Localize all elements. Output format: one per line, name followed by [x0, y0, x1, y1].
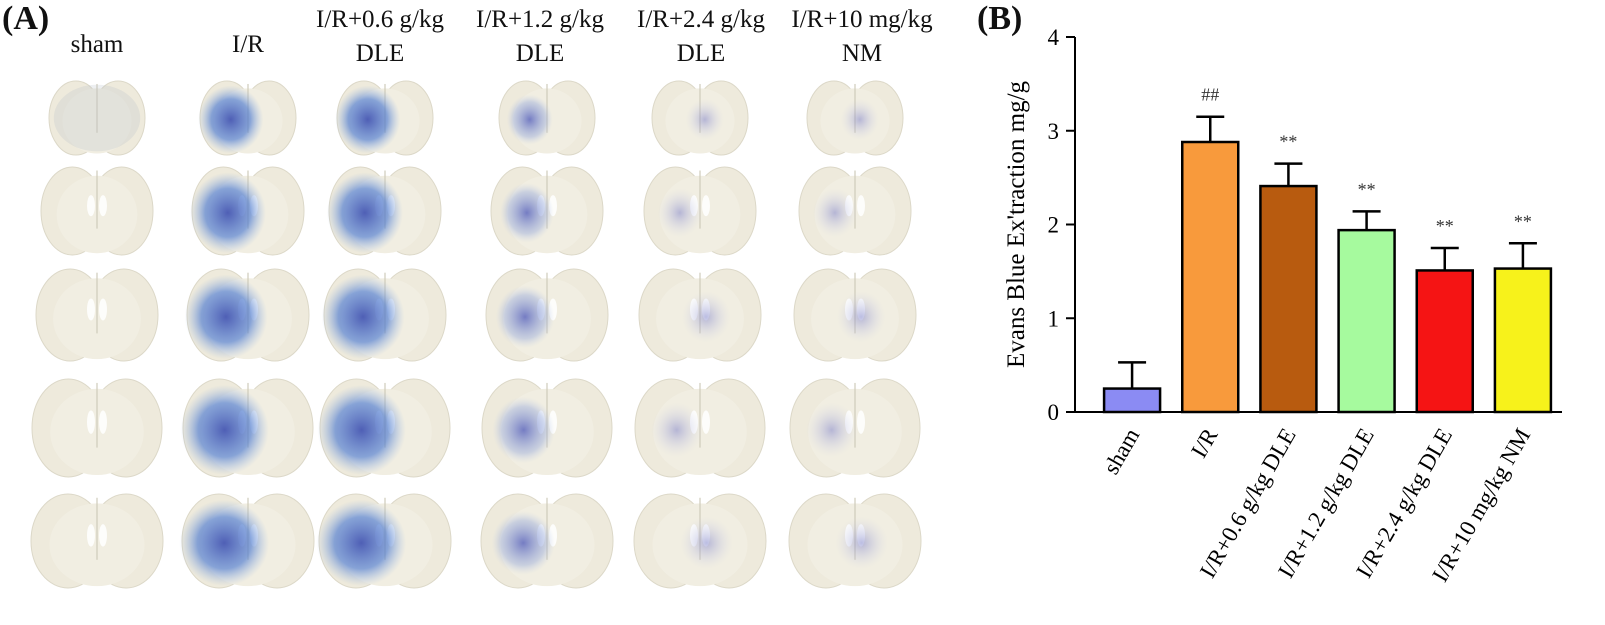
- brain-slice: [788, 493, 922, 589]
- y-tick-label: 1: [1048, 306, 1060, 331]
- brain-slice: [184, 268, 310, 362]
- column-header-sham: sham: [22, 28, 172, 62]
- column-header-line: sham: [70, 31, 124, 58]
- brain-slice: [789, 378, 921, 478]
- bar: [1415, 269, 1474, 414]
- brain-slice: [490, 166, 604, 256]
- column-header-line: I/R+1.2 g/kg: [476, 6, 604, 33]
- significance-marker: **: [1279, 132, 1297, 152]
- brain-slice: [651, 80, 749, 156]
- brain-slice: [498, 80, 596, 156]
- brain-slice: [321, 268, 447, 362]
- x-tick-label: sham: [1098, 424, 1144, 479]
- brain-slice: [317, 378, 451, 478]
- y-tick-label: 0: [1048, 400, 1060, 425]
- column-header-line: NM: [841, 40, 883, 67]
- y-axis-title: Evans Blue Ex'traction mg/g: [1003, 80, 1030, 368]
- y-tick-label: 2: [1048, 213, 1060, 238]
- brain-slice-grid: [30, 80, 922, 589]
- brain-slice: [806, 80, 904, 156]
- significance-marker: ##: [1201, 85, 1219, 105]
- column-header-ir-12-dle: I/R+1.2 g/kg DLE: [465, 3, 615, 71]
- brain-slice: [798, 166, 912, 256]
- column-header-ir-10-nm: I/R+10 mg/kg NM: [787, 3, 937, 71]
- column-header-line: I/R+0.6 g/kg: [316, 6, 444, 33]
- column-header-ir: I/R: [173, 28, 323, 62]
- brain-slice: [335, 80, 434, 156]
- y-tick-label: 4: [1048, 25, 1060, 50]
- brain-slice: [35, 268, 159, 362]
- column-header-line: DLE: [515, 40, 565, 67]
- brain-slice: [326, 166, 442, 256]
- column-header-ir-06-dle: I/R+0.6 g/kg DLE: [305, 3, 455, 71]
- column-header-line: I/R+10 mg/kg: [791, 6, 933, 33]
- column-header-line: DLE: [355, 40, 405, 67]
- brain-slice: [180, 378, 314, 478]
- brain-slice: [643, 166, 757, 256]
- panel-b-label: (B): [977, 0, 1023, 37]
- brain-slice: [31, 378, 163, 478]
- x-tick-label: I/R: [1186, 423, 1223, 462]
- bar: [1181, 140, 1240, 414]
- brain-slice: [638, 268, 762, 362]
- column-header-line: I/R+2.4 g/kg: [637, 6, 765, 33]
- bar: [1337, 228, 1396, 414]
- significance-marker: **: [1436, 216, 1454, 236]
- bar: [1259, 184, 1318, 414]
- brain-slice: [179, 493, 315, 589]
- column-header-ir-24-dle: I/R+2.4 g/kg DLE: [626, 3, 776, 71]
- column-header-line: DLE: [676, 40, 726, 67]
- brain-slice: [30, 493, 164, 589]
- brain-slice: [485, 268, 609, 362]
- brain-slice: [198, 80, 297, 156]
- brain-slice: [189, 166, 305, 256]
- y-tick-label: 3: [1048, 119, 1060, 144]
- brain-slice: [316, 493, 452, 589]
- brain-slice: [634, 378, 766, 478]
- bar: [1102, 387, 1162, 414]
- significance-marker: **: [1358, 179, 1376, 199]
- significance-marker: **: [1514, 211, 1532, 231]
- brain-slice: [633, 493, 767, 589]
- brain-slice: [793, 268, 917, 362]
- brain-slice: [48, 80, 146, 156]
- bar: [1493, 267, 1553, 414]
- panel-a-label: (A): [2, 0, 50, 37]
- brain-slice: [481, 378, 613, 478]
- column-header-line: I/R: [232, 31, 264, 58]
- brain-slice: [480, 493, 614, 589]
- brain-slice: [40, 166, 154, 256]
